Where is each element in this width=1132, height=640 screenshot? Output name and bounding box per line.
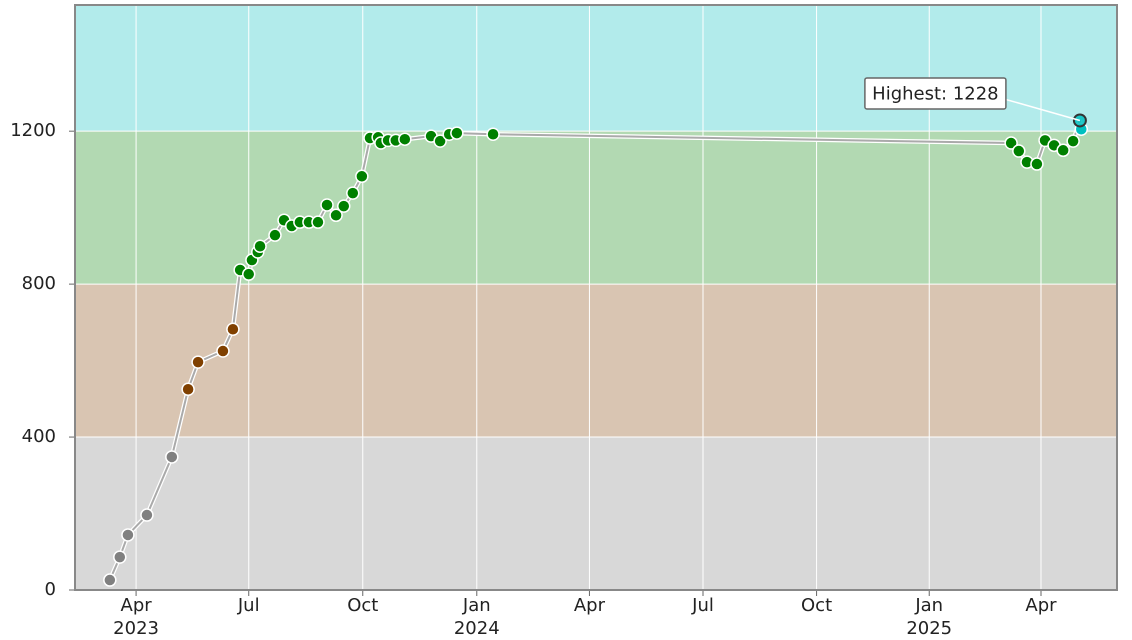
rating-point	[268, 228, 282, 242]
annotation-leader	[1005, 98, 1081, 122]
rating-point	[121, 528, 135, 542]
x-tick-year: 2025	[906, 618, 952, 639]
rating-point	[320, 198, 334, 212]
rating-point	[253, 239, 267, 254]
rating-band	[75, 284, 1117, 438]
x-tick-label: Jul	[237, 595, 260, 616]
rating-point	[241, 267, 256, 281]
x-tick-label: Apr	[1025, 595, 1057, 616]
rating-band	[75, 437, 1117, 590]
x-tick-label: Apr	[574, 595, 606, 616]
marks	[103, 113, 1089, 587]
x-tick-year: 2024	[454, 618, 500, 639]
y-tick-label: 1200	[10, 120, 56, 141]
rating-point	[181, 382, 195, 397]
rating-point	[1012, 144, 1026, 158]
annotation-box	[864, 77, 1007, 110]
x-tick-label: Apr	[121, 595, 153, 616]
rating-point	[1056, 143, 1070, 158]
x-tick-label: Oct	[347, 595, 378, 616]
rating-point	[1030, 157, 1044, 171]
rating-point	[311, 215, 325, 229]
rating-point	[103, 573, 117, 587]
y-tick-label: 0	[45, 579, 56, 600]
rating-point	[140, 508, 154, 522]
rating-point	[165, 450, 179, 464]
rating-point	[433, 134, 447, 148]
x-tick-label: Jan	[462, 595, 491, 616]
rating-point	[355, 169, 369, 184]
rating-point	[226, 322, 240, 336]
x-tick-label: Jul	[691, 595, 714, 616]
rating-point	[346, 186, 360, 200]
rating-point	[398, 132, 412, 146]
annotation: Highest: 1228	[872, 83, 998, 104]
plot-frame	[74, 4, 1118, 591]
rating-point	[113, 550, 127, 564]
rating-point	[329, 208, 343, 223]
y-tick-label: 800	[22, 273, 56, 294]
rating-point	[191, 355, 205, 369]
rating-point	[1066, 134, 1080, 148]
rating-point	[1004, 136, 1018, 150]
rating-point	[337, 199, 351, 213]
rating-band	[75, 5, 1117, 132]
rating-point	[486, 127, 500, 141]
rating-line	[108, 120, 1083, 581]
rating-band	[75, 131, 1117, 285]
y-tick-label: 400	[22, 426, 56, 447]
rating-point	[450, 126, 464, 140]
x-tick-label: Jan	[914, 595, 943, 616]
x-tick-year: 2023	[113, 618, 159, 639]
x-tick-label: Oct	[801, 595, 832, 616]
rating-point	[216, 344, 230, 358]
